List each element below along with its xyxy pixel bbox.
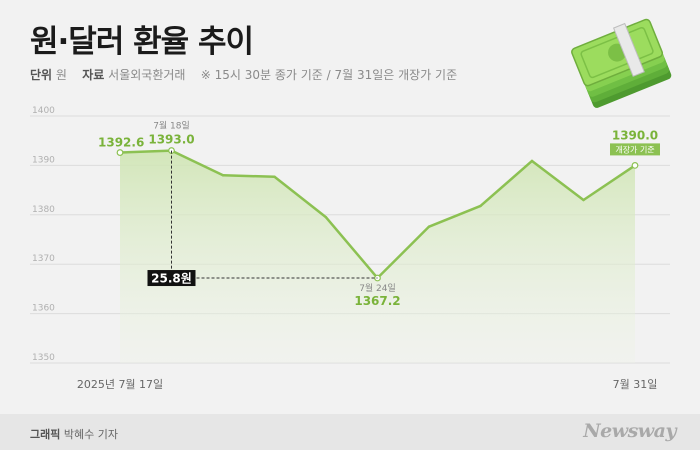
line-segment-6 bbox=[427, 204, 482, 228]
tag-label-10: 개장가 기준 bbox=[615, 144, 654, 154]
data-point-0 bbox=[116, 149, 124, 156]
y-tick-label-1390: 1390 bbox=[32, 155, 55, 165]
date-label-5: 7월 24일 bbox=[359, 282, 396, 294]
money-stack-icon bbox=[571, 18, 672, 108]
credit: 그래픽 박혜수 기자 bbox=[30, 426, 118, 442]
line-segment-5 bbox=[376, 225, 431, 280]
x-tick-label-0: 2025년 7월 17일 bbox=[77, 377, 163, 391]
credit-label: 그래픽 bbox=[30, 428, 61, 441]
line-segment-1 bbox=[170, 149, 225, 177]
brand-logo: Newsway bbox=[583, 420, 676, 442]
unit-label: 단위 bbox=[30, 68, 53, 82]
value-label-5: 1367.2 bbox=[354, 294, 400, 308]
value-label-1: 1393.0 bbox=[148, 133, 194, 147]
diff-label: 25.8원 bbox=[151, 272, 192, 286]
area-fill bbox=[120, 150, 635, 363]
source-label: 자료 bbox=[82, 68, 105, 82]
basis-note: ※ 15시 30분 종가 기준 / 7월 31일은 개장가 기준 bbox=[200, 68, 458, 82]
y-tick-label-1360: 1360 bbox=[32, 304, 55, 314]
data-point-10 bbox=[631, 161, 639, 169]
y-tick-label-1350: 1350 bbox=[32, 353, 55, 363]
footer-bar bbox=[0, 414, 700, 450]
tag-box-10 bbox=[610, 143, 660, 156]
y-tick-label-1370: 1370 bbox=[32, 254, 55, 264]
source-value: 서울외국환거래 bbox=[108, 68, 186, 82]
unit-value: 원 bbox=[55, 68, 67, 82]
page-title: 원·달러 환율 추이 bbox=[30, 24, 254, 60]
subtitle-meta: 단위 원 자료 서울외국환거래 ※ 15시 30분 종가 기준 / 7월 31일… bbox=[30, 66, 457, 83]
value-label-0: 1392.6 bbox=[98, 136, 144, 150]
diff-box bbox=[147, 270, 196, 287]
credit-name: 박혜수 기자 bbox=[63, 428, 118, 441]
y-tick-label-1400: 1400 bbox=[32, 106, 55, 116]
line-segment-7 bbox=[479, 159, 534, 208]
line-segment-2 bbox=[221, 174, 276, 179]
x-tick-label-10: 7월 31일 bbox=[613, 377, 658, 391]
value-label-10: 1390.0 bbox=[612, 128, 658, 142]
line-segment-9 bbox=[582, 164, 637, 202]
line-segment-8 bbox=[530, 159, 585, 202]
y-tick-label-1380: 1380 bbox=[32, 205, 55, 215]
date-label-1: 7월 18일 bbox=[153, 120, 190, 132]
line-segment-0 bbox=[118, 149, 173, 154]
line-segment-4 bbox=[324, 216, 379, 280]
line-segment-3 bbox=[273, 175, 328, 219]
